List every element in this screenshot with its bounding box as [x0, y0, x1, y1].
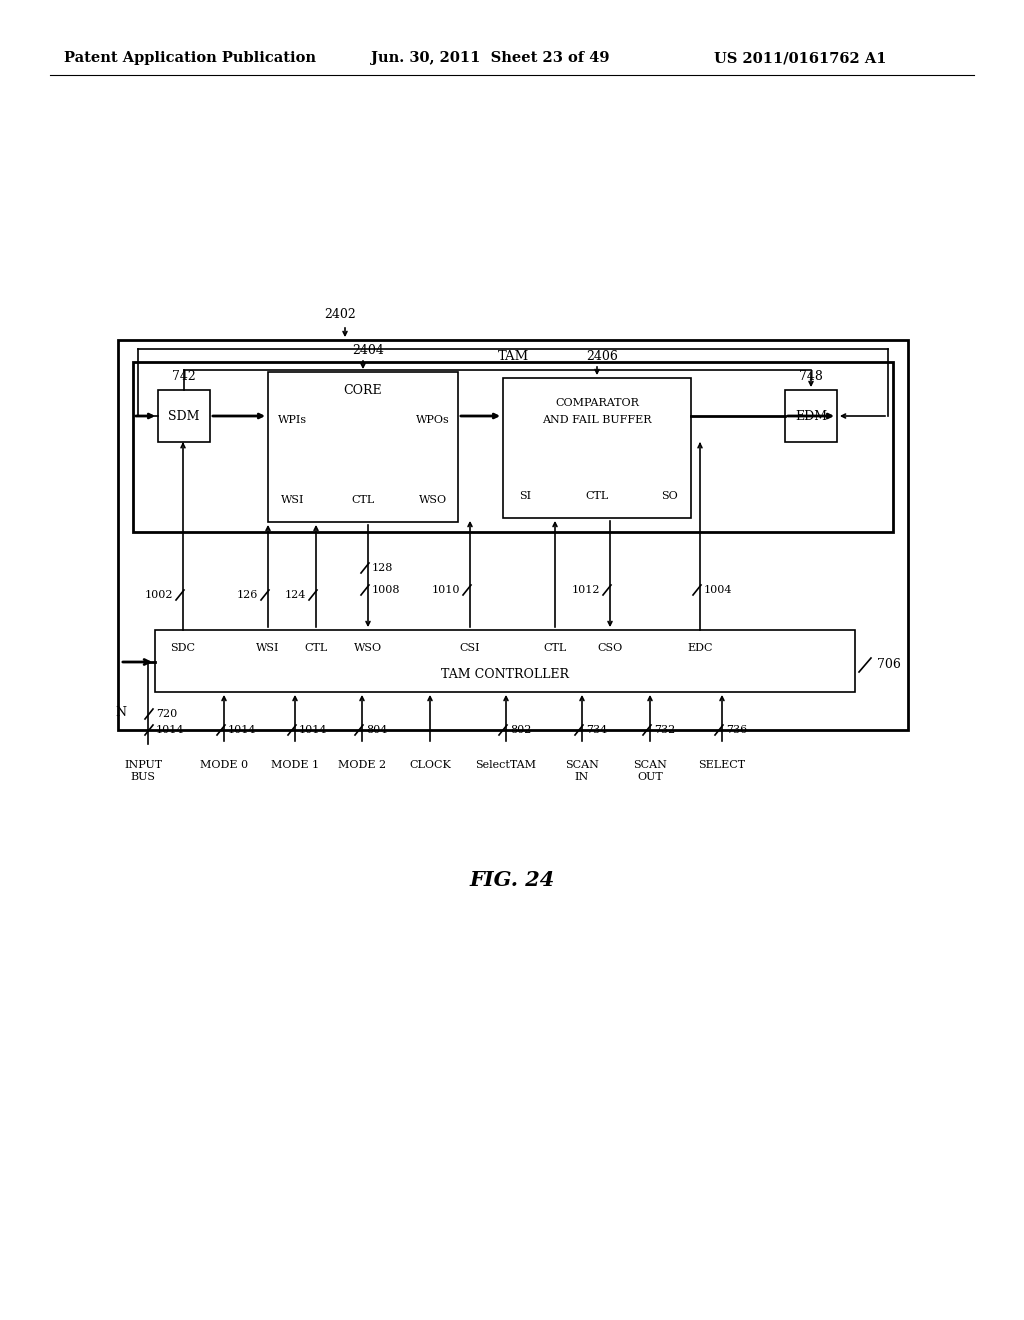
Text: 736: 736: [726, 725, 748, 735]
Text: 124: 124: [285, 590, 306, 601]
Text: 748: 748: [799, 370, 823, 383]
Text: 734: 734: [586, 725, 607, 735]
Text: WSI: WSI: [282, 495, 305, 506]
Text: CTL: CTL: [304, 643, 328, 653]
Text: US 2011/0161762 A1: US 2011/0161762 A1: [714, 51, 886, 65]
Text: MODE 2: MODE 2: [338, 760, 386, 770]
Text: 706: 706: [877, 659, 901, 672]
Text: 732: 732: [654, 725, 675, 735]
Text: WPOs: WPOs: [416, 414, 450, 425]
Text: 720: 720: [156, 709, 177, 719]
Text: EDM: EDM: [795, 409, 827, 422]
Bar: [503, 378, 691, 517]
Text: WPIs: WPIs: [279, 414, 307, 425]
Text: SDC: SDC: [171, 643, 196, 653]
Text: SDM: SDM: [168, 409, 200, 422]
Text: 128: 128: [372, 564, 393, 573]
Text: MODE 1: MODE 1: [271, 760, 319, 770]
Text: MODE 0: MODE 0: [200, 760, 248, 770]
Text: 1014: 1014: [299, 725, 328, 735]
Text: CSI: CSI: [460, 643, 480, 653]
Text: 1010: 1010: [431, 585, 460, 595]
Text: SO: SO: [660, 491, 677, 502]
Text: WSI: WSI: [256, 643, 280, 653]
Text: 802: 802: [510, 725, 531, 735]
Bar: [158, 389, 210, 442]
Text: CTL: CTL: [586, 491, 608, 502]
Text: TAM: TAM: [498, 350, 528, 363]
Text: Jun. 30, 2011  Sheet 23 of 49: Jun. 30, 2011 Sheet 23 of 49: [371, 51, 609, 65]
Bar: [155, 630, 855, 692]
Bar: [118, 341, 908, 730]
Text: N: N: [115, 705, 126, 718]
Text: 742: 742: [172, 370, 196, 383]
Text: SELECT: SELECT: [698, 760, 745, 770]
Bar: [785, 389, 837, 442]
Text: Patent Application Publication: Patent Application Publication: [63, 51, 316, 65]
Text: 1004: 1004: [705, 585, 732, 595]
Text: INPUT
BUS: INPUT BUS: [124, 760, 162, 781]
Text: CTL: CTL: [544, 643, 566, 653]
Text: SelectTAM: SelectTAM: [475, 760, 537, 770]
Text: CORE: CORE: [344, 384, 382, 396]
Text: WSO: WSO: [419, 495, 447, 506]
Text: CLOCK: CLOCK: [409, 760, 451, 770]
Text: 126: 126: [237, 590, 258, 601]
Text: SI: SI: [519, 491, 531, 502]
Text: TAM CONTROLLER: TAM CONTROLLER: [441, 668, 569, 681]
Text: 2404: 2404: [352, 343, 384, 356]
Text: 2402: 2402: [325, 309, 356, 322]
Bar: [268, 372, 458, 521]
Text: FIG. 24: FIG. 24: [469, 870, 555, 890]
Text: 804: 804: [366, 725, 387, 735]
Text: 1002: 1002: [144, 590, 173, 601]
Text: 1008: 1008: [372, 585, 400, 595]
Text: 2406: 2406: [586, 350, 617, 363]
Text: 1012: 1012: [571, 585, 600, 595]
Text: SCAN
IN: SCAN IN: [565, 760, 599, 781]
Text: WSO: WSO: [354, 643, 382, 653]
Bar: [133, 362, 893, 532]
Text: AND FAIL BUFFER: AND FAIL BUFFER: [543, 414, 651, 425]
Text: CSO: CSO: [597, 643, 623, 653]
Text: EDC: EDC: [687, 643, 713, 653]
Text: CTL: CTL: [351, 495, 375, 506]
Text: SCAN
OUT: SCAN OUT: [633, 760, 667, 781]
Text: 1014: 1014: [156, 725, 184, 735]
Text: COMPARATOR: COMPARATOR: [555, 399, 639, 408]
Text: 1014: 1014: [228, 725, 256, 735]
